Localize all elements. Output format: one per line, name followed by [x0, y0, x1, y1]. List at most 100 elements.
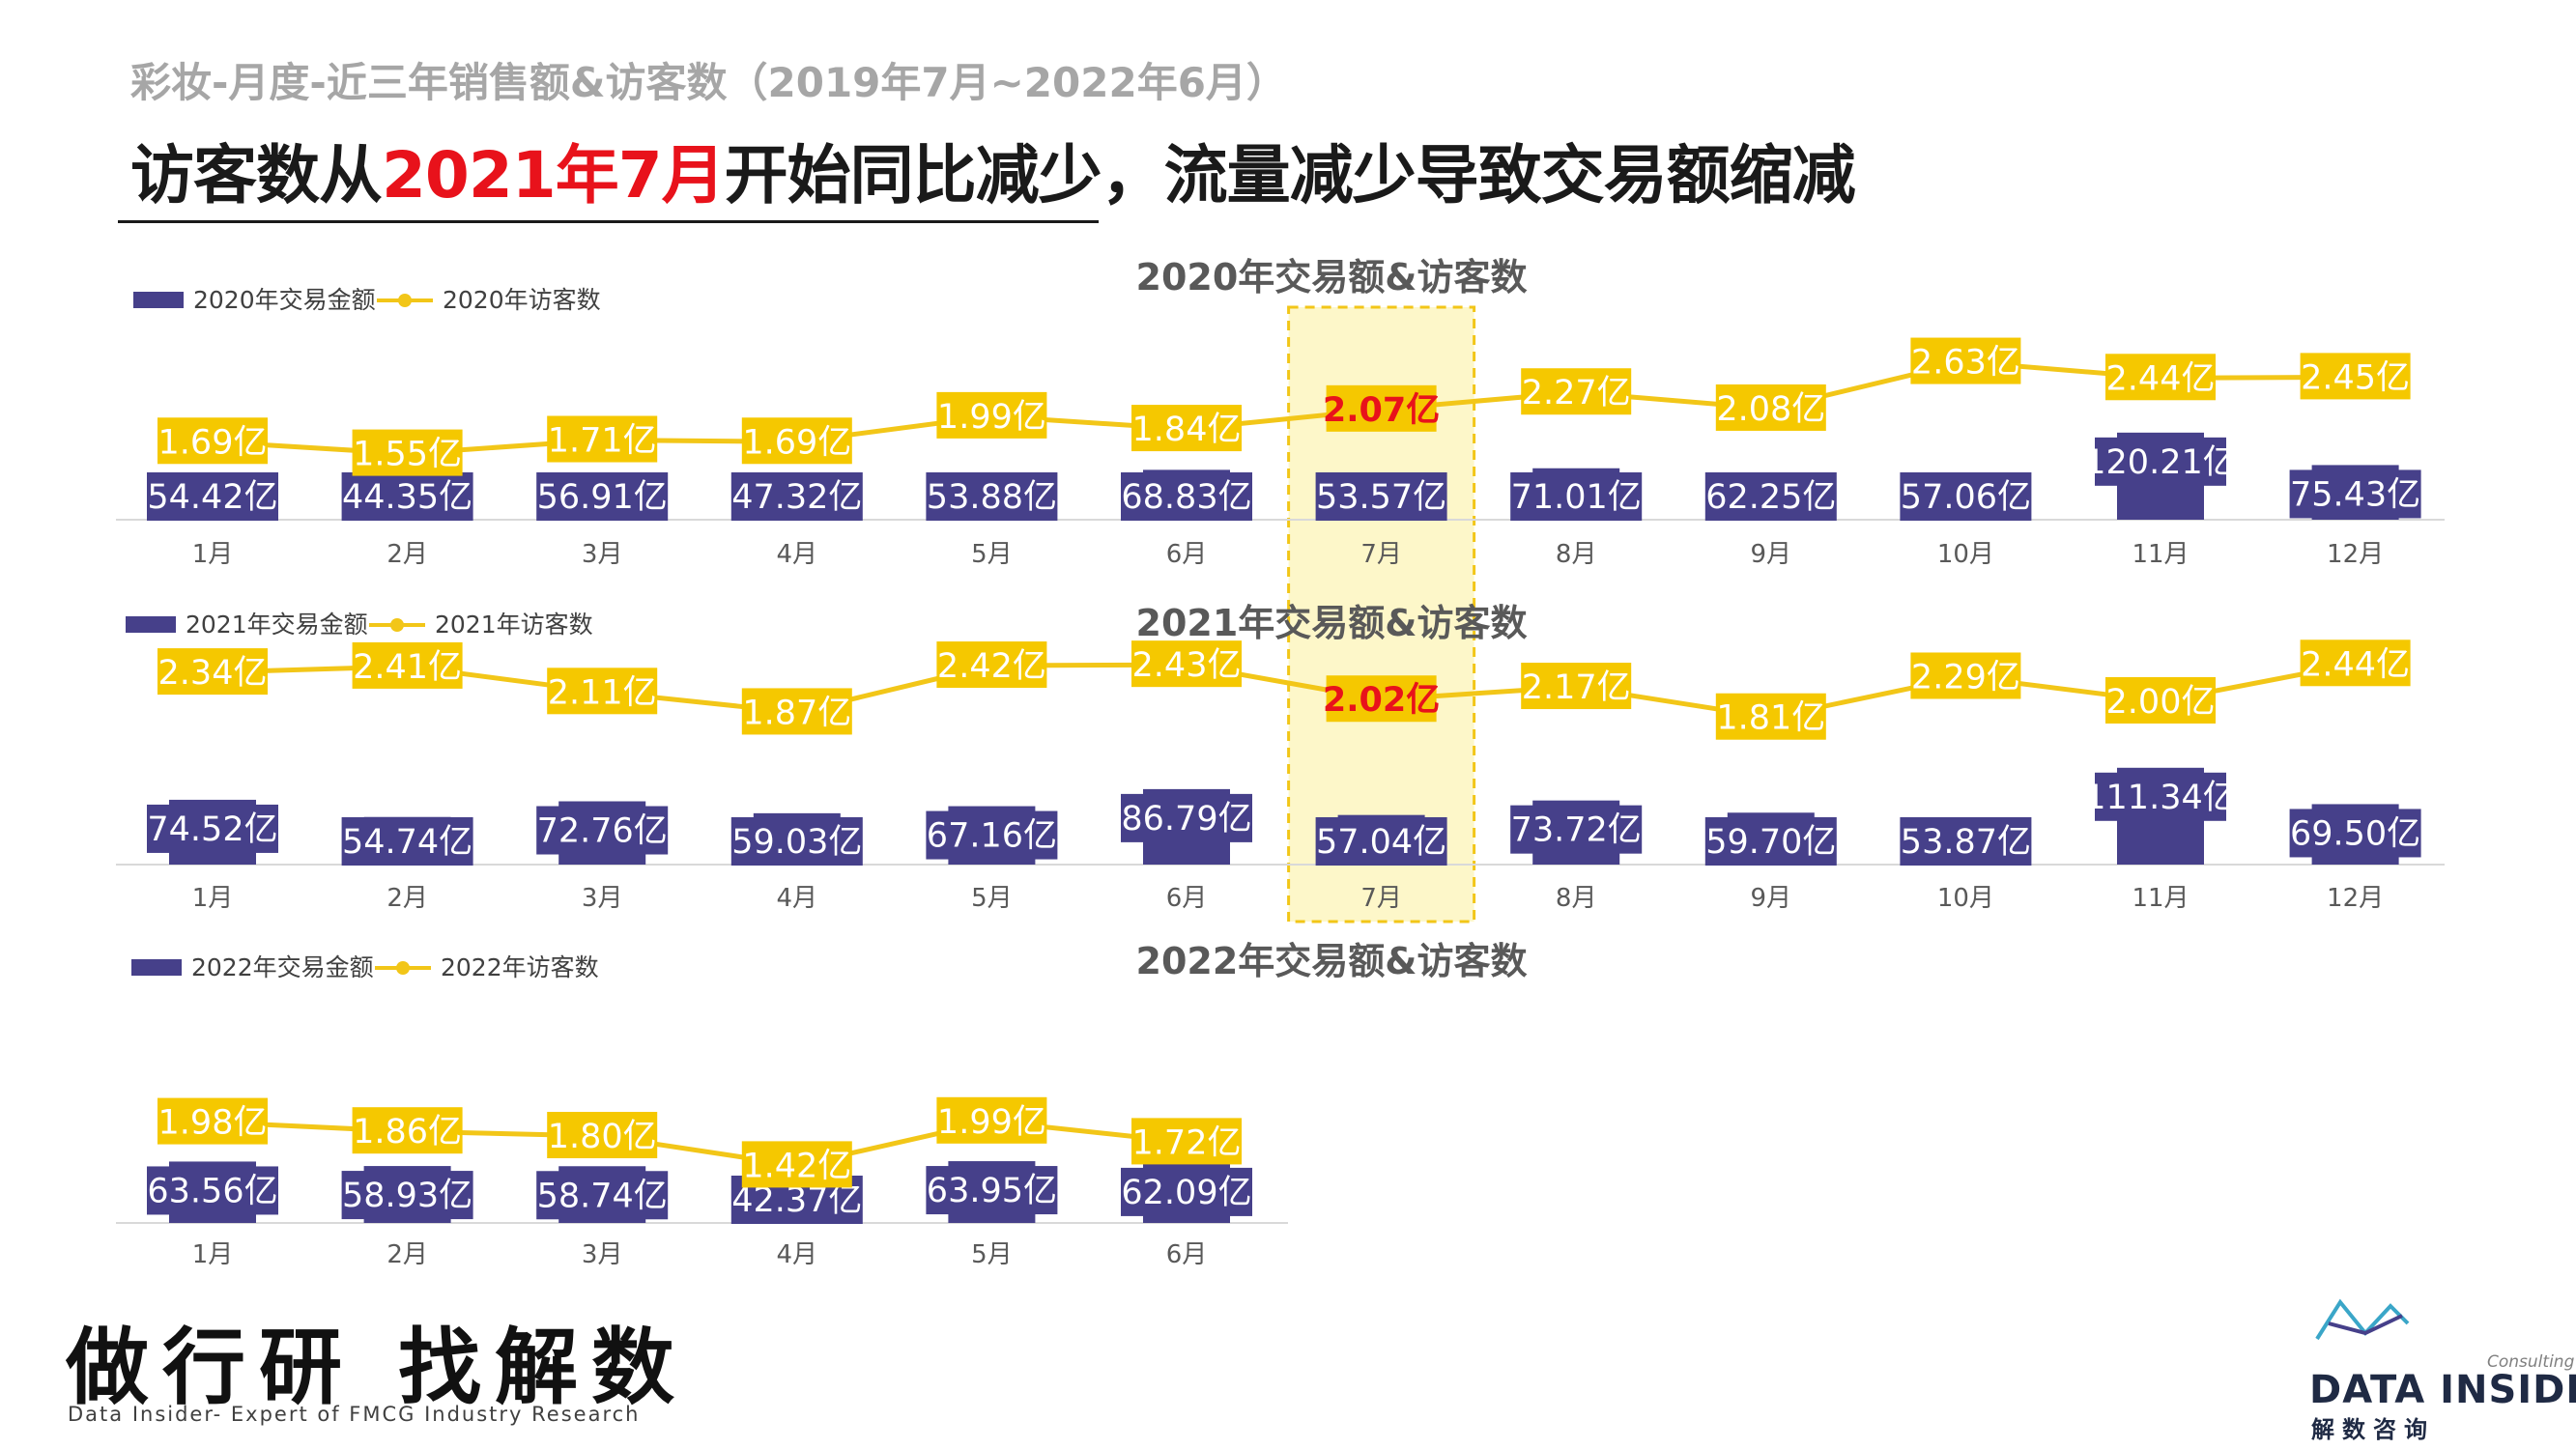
bar-value-label: 54.42亿 [147, 478, 277, 517]
x-tick-label: 4月 [777, 540, 818, 569]
x-tick-label: 9月 [1751, 884, 1792, 913]
bar-value-label: 58.74亿 [537, 1177, 668, 1215]
bar-value-label: 71.01亿 [1511, 478, 1642, 517]
visitor-value-label: 1.98亿 [158, 1104, 268, 1143]
bar-label-plate [536, 806, 669, 855]
brand-name: DATA INSIDER [2309, 1368, 2576, 1412]
bar-value-label: 44.35亿 [342, 478, 472, 517]
bar-value-label: 62.25亿 [1705, 478, 1836, 517]
bar-value-label: 53.57亿 [1316, 478, 1446, 517]
data-insider-logo-icon [2315, 1298, 2410, 1341]
bar-label-plate [1121, 472, 1252, 521]
bar-label-plate [2095, 437, 2226, 486]
visitor-value-label: 2.44亿 [2301, 645, 2410, 684]
visitor-line [212, 359, 2356, 457]
bar-label-plate [730, 472, 863, 521]
line-label-box [157, 648, 268, 696]
line-label-box [352, 1107, 463, 1154]
bar-value-label: 111.34亿 [2084, 779, 2236, 817]
legend-bar-label: 2022年交易金额 [191, 953, 374, 981]
visitor-value-label: 2.43亿 [1132, 646, 1242, 685]
x-tick-label: 10月 [1937, 540, 1994, 569]
bar-value-label: 120.21亿 [2084, 443, 2236, 482]
visitor-value-label-highlight: 2.02亿 [1323, 681, 1440, 720]
visitor-value-label: 1.71亿 [548, 422, 657, 461]
line-label-box [1131, 405, 1242, 452]
legend-bar-label: 2020年交易金额 [193, 286, 376, 314]
visitor-value-label: 2.34亿 [158, 654, 268, 693]
bar-label-plate [147, 472, 278, 521]
chart-title: 2022年交易额&访客数 [1136, 940, 1528, 982]
chart-title: 2020年交易额&访客数 [1136, 256, 1528, 298]
bar-value-label: 75.43亿 [2290, 475, 2420, 514]
line-label-box [1326, 675, 1437, 723]
legend-bar-label: 2021年交易金额 [186, 611, 368, 639]
x-tick-label: 2月 [386, 540, 428, 569]
x-tick-label: 6月 [1166, 884, 1208, 913]
x-tick-label: 1月 [192, 540, 234, 569]
bar-label-plate [1704, 817, 1837, 866]
bar-value-label: 62.09亿 [1121, 1174, 1251, 1212]
visitor-value-label: 1.99亿 [937, 1103, 1046, 1142]
legend-bar-swatch [133, 292, 184, 308]
visitor-value-label: 2.11亿 [548, 673, 657, 712]
line-label-box [2105, 354, 2216, 401]
x-tick-label: 4月 [777, 1240, 818, 1269]
visitor-value-label: 1.69亿 [742, 423, 851, 462]
slogan: 做行研 找解数 [66, 1319, 688, 1416]
bar-value-label: 74.52亿 [147, 810, 277, 849]
visitor-value-label: 1.80亿 [548, 1118, 657, 1156]
line-label-box [1326, 384, 1437, 432]
line-label-box [157, 1097, 268, 1145]
visitor-value-label: 2.00亿 [2106, 683, 2216, 722]
bar-value-label: 73.72亿 [1511, 811, 1642, 850]
x-tick-label: 5月 [971, 540, 1013, 569]
visitor-value-label: 1.87亿 [742, 694, 851, 732]
bar-label-plate [1510, 472, 1643, 521]
visitor-value-label-highlight: 2.07亿 [1323, 391, 1440, 430]
bar-label-plate [2095, 772, 2226, 821]
brand-block: Consulting DATA INSIDER 解数咨询 [2309, 1294, 2576, 1443]
visitor-value-label: 1.72亿 [1132, 1123, 1242, 1162]
bar-value-label: 67.16亿 [927, 817, 1057, 856]
slogan-subtitle: Data Insider- Expert of FMCG Industry Re… [68, 1403, 641, 1426]
x-tick-label: 4月 [777, 884, 818, 913]
x-tick-label: 2月 [386, 1240, 428, 1269]
line-label-box [352, 429, 463, 476]
headline: 访客数从2021年7月开始同比减少，流量减少导致交易额缩减 [130, 124, 1856, 216]
visitor-value-label: 1.42亿 [742, 1147, 851, 1185]
legend-line-marker [398, 294, 412, 307]
line-label-box [1521, 663, 1632, 710]
bar-value-label: 72.76亿 [537, 812, 668, 851]
legend-line-label: 2020年访客数 [443, 286, 601, 314]
visitor-value-label: 1.84亿 [1132, 411, 1242, 449]
line-label-box [1131, 1118, 1242, 1165]
x-tick-label: 12月 [2327, 884, 2384, 913]
line-label-box [1715, 693, 1826, 740]
legend-bar-swatch [131, 959, 182, 976]
visitor-value-label: 2.08亿 [1716, 390, 1825, 429]
bar-label-plate [147, 804, 278, 853]
x-tick-label: 6月 [1166, 1240, 1208, 1269]
bar-value-label: 53.88亿 [927, 478, 1057, 517]
line-label-box [936, 641, 1047, 689]
legend-line-label: 2022年访客数 [441, 953, 599, 981]
bar-value-label: 59.03亿 [731, 823, 862, 862]
x-tick-label: 8月 [1556, 884, 1597, 913]
bar-label-plate [341, 1171, 473, 1220]
line-label-box [2300, 353, 2411, 400]
line-label-box [741, 417, 852, 465]
visitor-value-label: 2.42亿 [937, 647, 1046, 686]
bar-label-plate [1900, 472, 2032, 521]
line-label-box [547, 668, 658, 715]
x-tick-label: 3月 [582, 540, 623, 569]
x-tick-label: 7月 [1360, 540, 1402, 569]
chart-title: 2021年交易额&访客数 [1136, 602, 1528, 644]
x-tick-label: 12月 [2327, 540, 2384, 569]
headline-highlight: 2021年7月 [382, 138, 726, 213]
bar-label-plate [926, 472, 1058, 521]
x-tick-label: 2月 [386, 884, 428, 913]
bar-label-plate [1121, 793, 1252, 842]
visitor-line [212, 661, 2357, 721]
bar-value-label: 58.93亿 [342, 1177, 472, 1215]
